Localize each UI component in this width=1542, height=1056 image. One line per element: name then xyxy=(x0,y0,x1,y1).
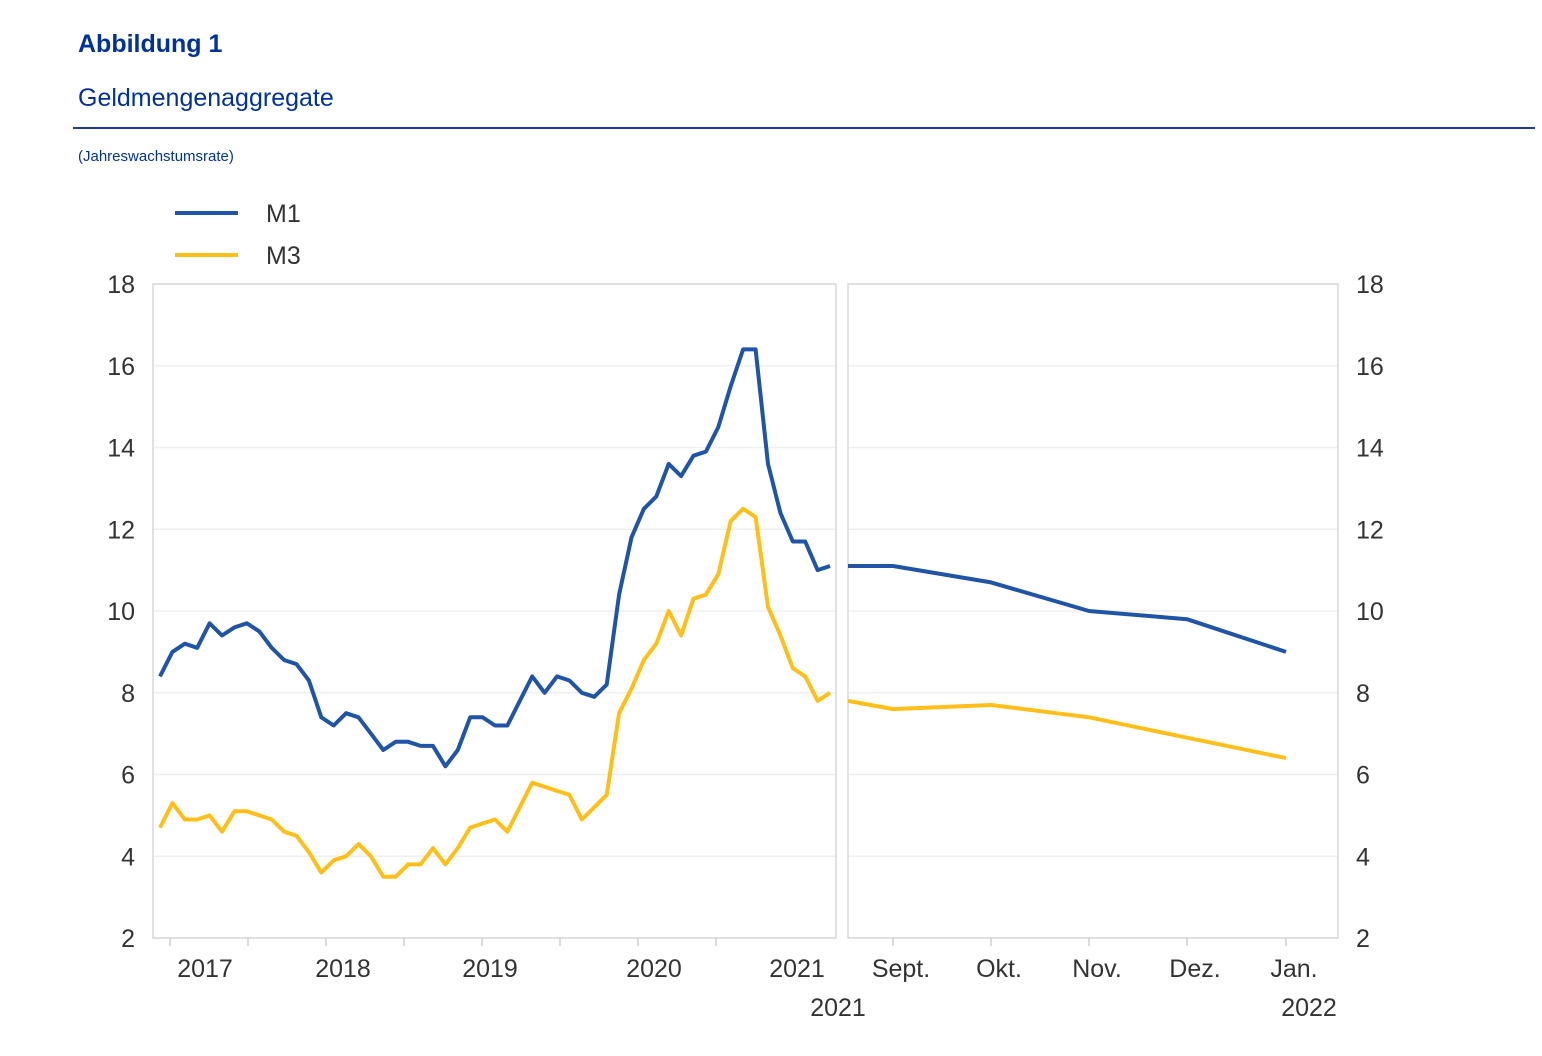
left-panel-frame xyxy=(152,283,837,939)
x-tick-label-left: 2018 xyxy=(315,955,371,983)
line-m3-left xyxy=(158,506,832,879)
y-tick-label-right: 4 xyxy=(1356,843,1370,871)
year-label-2021: 2021 xyxy=(810,994,866,1022)
ticks-layer: 2 2 4 4 6 6 8 8 10 10 12 12 14 14 16 16 18 18 2017 2018 2019… xyxy=(107,271,1384,1022)
x-tick-label-right: Dez. xyxy=(1169,955,1220,983)
year-label-2022: 2022 xyxy=(1281,994,1337,1022)
y-tick-label-right: 10 xyxy=(1356,598,1384,626)
unit-note: (Jahreswachstumsrate) xyxy=(78,148,234,165)
x-tick-label-right: Okt. xyxy=(976,955,1022,983)
line-m1-left xyxy=(158,347,831,769)
legend: M1 M3 xyxy=(175,200,301,270)
legend-m3-label: M3 xyxy=(266,242,301,270)
y-tick-label-left: 12 xyxy=(107,516,135,544)
y-tick-label-right: 12 xyxy=(1356,516,1384,544)
y-tick-label-right: 14 xyxy=(1356,435,1384,463)
line-m1-right xyxy=(848,564,1287,654)
y-tick-label-left: 16 xyxy=(107,353,135,381)
grid-layer xyxy=(153,283,1338,939)
y-tick-label-left: 14 xyxy=(107,435,135,463)
y-tick-label-right: 6 xyxy=(1356,762,1370,790)
x-tick-label-left: 2020 xyxy=(626,955,682,983)
line-m3-right xyxy=(847,698,1287,761)
x-tick-label-left: 2017 xyxy=(177,955,233,983)
right-panel-frame xyxy=(847,283,1339,939)
title-divider xyxy=(73,127,1535,129)
x-tick-label-right: Jan. xyxy=(1270,955,1317,983)
y-tick-label-right: 2 xyxy=(1356,925,1370,953)
legend-m1-label: M1 xyxy=(266,200,301,228)
y-tick-label-left: 8 xyxy=(121,680,135,708)
figure-subtitle: Geldmengenaggregate xyxy=(78,84,334,112)
lines-layer xyxy=(158,347,1287,879)
figure-title: Abbildung 1 xyxy=(78,30,223,58)
y-tick-label-right: 16 xyxy=(1356,353,1384,381)
y-tick-label-left: 10 xyxy=(107,598,135,626)
x-tick-label-left: 2019 xyxy=(462,955,518,983)
y-tick-label-left: 4 xyxy=(121,843,135,871)
y-tick-label-left: 2 xyxy=(121,925,135,953)
y-tick-label-left: 18 xyxy=(107,271,135,299)
y-tick-label-left: 6 xyxy=(121,762,135,790)
x-tick-label-right: Sept. xyxy=(872,955,930,983)
y-tick-label-right: 18 xyxy=(1356,271,1384,299)
x-tick-label-left: 2021 xyxy=(769,955,825,983)
x-tick-label-right: Nov. xyxy=(1072,955,1122,983)
y-tick-label-right: 8 xyxy=(1356,680,1370,708)
